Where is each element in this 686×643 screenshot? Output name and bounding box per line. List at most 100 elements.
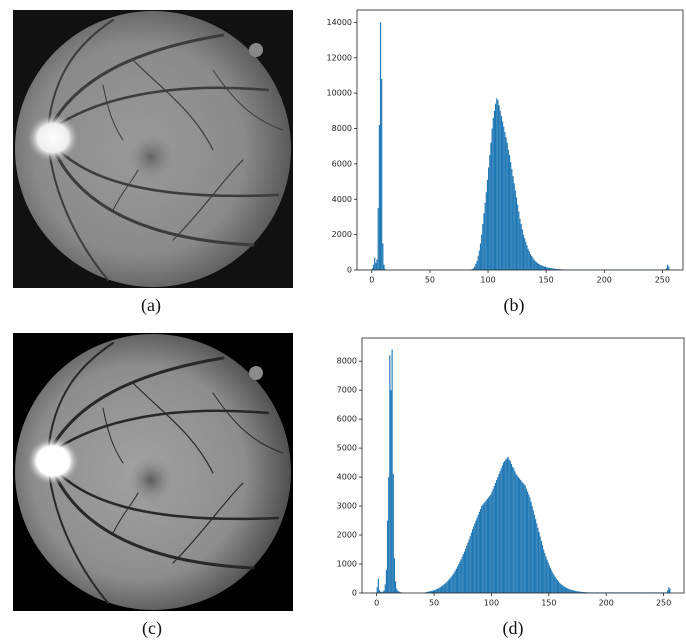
histogram-bar [393,474,394,593]
histogram-bar [516,474,517,593]
histogram-bar [528,249,529,270]
histogram-bar [500,111,501,270]
histogram-bar [513,468,514,593]
histogram-bar [524,238,525,270]
histogram-bar [512,176,513,270]
histogram-bar [482,224,483,270]
histogram-bar [392,350,393,593]
histogram-bar [504,461,505,593]
histogram-bar [374,258,375,270]
histogram-bar [446,583,447,593]
histogram-bar [464,552,465,593]
y-tick-label: 7000 [337,386,357,395]
histogram-bar [379,125,380,270]
y-tick-label: 0 [352,589,357,598]
histogram-bar [520,480,521,593]
histogram-bar [491,492,492,593]
histogram-bar [471,533,472,593]
histogram-bar [490,143,491,270]
y-tick-label: 5000 [337,444,357,453]
histogram-bar [508,457,509,593]
histogram-bar [508,150,509,270]
histogram-bar [545,556,546,593]
x-tick-label: 100 [480,276,495,285]
caption: (a) [141,295,161,316]
y-tick-label: 8000 [332,124,352,133]
histogram-bar [463,554,464,593]
histogram-bar [434,590,435,593]
histogram-bar [512,467,513,593]
histogram-bar [483,503,484,593]
histogram-bar [523,235,524,270]
histogram-bar [522,229,523,270]
histogram-bar [436,589,437,593]
y-tick-label: 6000 [332,159,352,168]
histogram-bar [462,557,463,593]
histogram-bar [529,497,530,593]
histogram-bar [485,502,486,593]
histogram-bar [473,526,474,593]
histogram-bar [509,460,510,593]
histogram-bar [544,266,545,270]
histogram-bar [448,580,449,593]
histogram-bar [549,565,550,593]
histogram-bar [518,477,519,593]
histogram-bar [667,590,668,593]
histogram-bar [486,192,487,270]
y-tick-label: 6000 [337,415,357,424]
histogram-bar [389,355,390,593]
histogram-bar [481,235,482,270]
histogram-bar [541,541,542,593]
histogram-bar [528,494,529,593]
histogram-bar [496,480,497,593]
histogram-bar [467,543,468,593]
histogram-bar [506,458,507,593]
histogram-bar [470,536,471,593]
histogram-bar [493,118,494,270]
histogram-bar [465,549,466,593]
histogram-bar [441,586,442,593]
histogram-bar [489,496,490,593]
histogram-bar [386,570,387,593]
histogram-bar [545,267,546,270]
histogram-bar [555,577,556,593]
histogram-bar [507,143,508,270]
histogram-bar [558,581,559,593]
histogram-bar [379,590,380,593]
histogram-bar [497,477,498,593]
histogram-bar [533,510,534,593]
histogram-bar [564,587,565,593]
histogram-bar [475,521,476,593]
histogram-bar [548,563,549,593]
y-tick-label: 1000 [337,560,357,569]
histogram-bar [550,568,551,593]
histogram-bar [563,586,564,593]
histogram-bar [496,98,497,270]
histogram-bar [511,169,512,270]
histogram-bar [486,500,487,593]
histogram-bar [478,515,479,593]
histogram-bar [396,589,397,593]
histogram-bar [511,464,512,593]
histogram-bar [480,509,481,593]
histogram-bar [533,259,534,270]
histogram-bar [495,483,496,593]
histogram-bar [495,104,496,270]
y-tick-label: 14000 [327,18,352,27]
y-tick-label: 12000 [327,53,352,62]
histogram-bar [542,266,543,270]
histogram-bar [535,519,536,593]
histogram-bar [503,463,504,593]
y-tick-label: 0 [347,266,352,275]
histogram-bar [482,505,483,593]
histogram-bar [539,265,540,270]
histogram-bar [525,486,526,593]
histogram-bar [381,79,382,270]
histogram-bar [494,111,495,270]
histogram-bar [537,263,538,270]
histogram-bar [440,587,441,593]
fundus-image-enhanced [13,333,293,611]
histogram-bar [503,127,504,270]
histogram-bar [450,578,451,593]
histogram-bar [540,265,541,270]
